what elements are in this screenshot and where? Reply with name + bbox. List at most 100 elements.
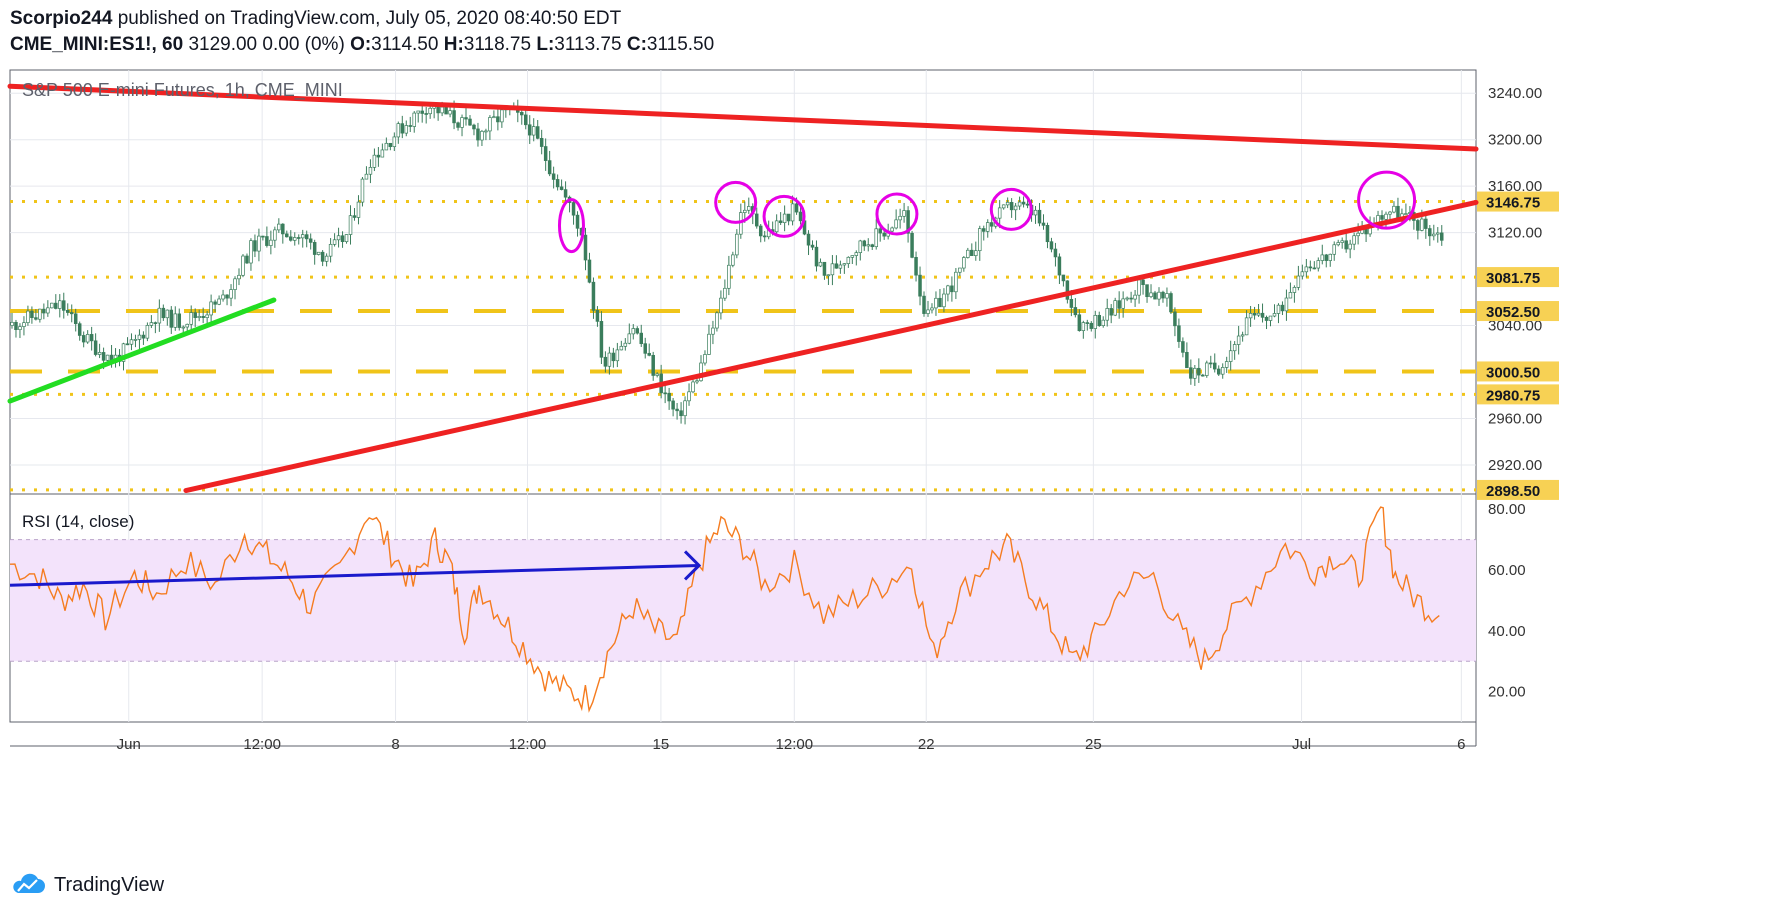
candle-body: [699, 362, 703, 382]
candle-body: [177, 313, 182, 328]
candle-body: [1193, 367, 1197, 379]
publish-info: Scorpio244 published on TradingView.com,…: [10, 8, 621, 30]
price-tick-label: 3120.00: [1488, 225, 1542, 242]
chart-title: S&P 500 E-mini Futures, 1h, CME_MINI: [22, 80, 343, 101]
candle-body: [320, 251, 325, 262]
candle-body: [1276, 304, 1281, 314]
candle-body: [1189, 367, 1193, 379]
candle-body: [575, 214, 580, 229]
candle-body: [858, 240, 863, 253]
candle-body: [133, 339, 138, 341]
candle-body: [1292, 287, 1297, 293]
candle-body: [26, 310, 30, 324]
candle-body: [818, 261, 823, 267]
published-text: published on TradingView.com, July 05, 2…: [117, 8, 622, 29]
candle-body: [448, 110, 452, 115]
candle-body: [1145, 284, 1149, 298]
candle-body: [316, 251, 321, 255]
candle-body: [762, 235, 767, 238]
candle-body: [245, 255, 249, 264]
candle-body: [1332, 244, 1336, 255]
candle-body: [1033, 209, 1038, 216]
candle-body: [946, 285, 950, 295]
candle-body: [834, 263, 839, 269]
candle-body: [1436, 232, 1440, 235]
candle-body: [1013, 205, 1018, 211]
candle-body: [970, 249, 974, 256]
candle-body: [950, 285, 954, 293]
candle-body: [296, 237, 301, 239]
last-price: 3129.00: [188, 34, 258, 55]
rsi-trendline: [9, 563, 700, 587]
candle-body: [874, 228, 878, 248]
candle-body: [1181, 341, 1185, 353]
candle-body: [77, 323, 82, 336]
candle-body: [1356, 232, 1360, 237]
candle-body: [1336, 242, 1340, 246]
candle-body: [1212, 362, 1217, 370]
symbol-info: CME_MINI:ES1!, 60 3129.00 0.00 (0%) O:31…: [10, 34, 714, 56]
candle-body: [774, 220, 779, 233]
candle-body: [1228, 350, 1233, 362]
candle-body: [870, 244, 874, 248]
candle-body: [1344, 240, 1348, 250]
candle-body: [631, 328, 636, 335]
candle-body: [1416, 220, 1420, 231]
candle-body: [368, 167, 373, 175]
candle-body: [954, 271, 958, 293]
candle-body: [360, 178, 365, 203]
candle-body: [555, 179, 560, 188]
candle-body: [663, 392, 667, 395]
candle-body: [635, 328, 640, 334]
footer-brand: TradingView: [10, 873, 164, 897]
candle-body: [667, 392, 671, 402]
candle-body: [480, 130, 484, 141]
candle-body: [181, 326, 185, 329]
candle-body: [1177, 325, 1181, 342]
brand-name[interactable]: TradingView: [54, 873, 165, 896]
rsi-trendline-arrow: [683, 550, 702, 581]
highlight-circles: [557, 170, 1417, 254]
candle-body: [312, 242, 317, 255]
candle-body: [563, 189, 568, 198]
candle-body: [472, 124, 476, 130]
candle-body: [221, 294, 225, 300]
high-value: 3118.75: [463, 34, 532, 55]
candle-body: [408, 125, 413, 127]
candle-body: [229, 289, 233, 299]
candle-body: [1340, 240, 1344, 243]
candle-body: [304, 234, 309, 240]
candle-body: [1364, 228, 1368, 235]
price-level-badge: [1477, 479, 1559, 500]
candle-body: [165, 309, 170, 319]
x-tick-label: 6: [1457, 736, 1465, 753]
candle-body: [683, 400, 687, 417]
candle-body: [958, 267, 962, 273]
candle-body: [639, 332, 643, 345]
candle-body: [38, 308, 42, 320]
candle-body: [727, 264, 731, 289]
candle-body: [452, 110, 456, 124]
candle-body: [591, 281, 596, 311]
author-name[interactable]: Scorpio244: [10, 8, 113, 29]
price-level-badge: [1477, 384, 1559, 405]
candle-body: [1352, 235, 1356, 245]
candle-body: [364, 173, 369, 180]
candle-body: [81, 335, 86, 343]
candle-body: [332, 239, 337, 245]
candle-body: [527, 124, 532, 136]
candle-body: [1045, 225, 1050, 243]
candle-body: [488, 117, 492, 132]
candle-body: [209, 301, 213, 316]
candle-body: [241, 255, 245, 276]
candle-body: [340, 235, 345, 243]
candle-body: [352, 215, 357, 218]
candle-body: [269, 239, 273, 246]
candle-body: [743, 209, 747, 213]
candle-body: [444, 106, 448, 115]
candle-body: [703, 354, 707, 364]
candle-body: [547, 160, 552, 175]
candle-body: [854, 252, 859, 256]
candle-body: [798, 211, 803, 222]
